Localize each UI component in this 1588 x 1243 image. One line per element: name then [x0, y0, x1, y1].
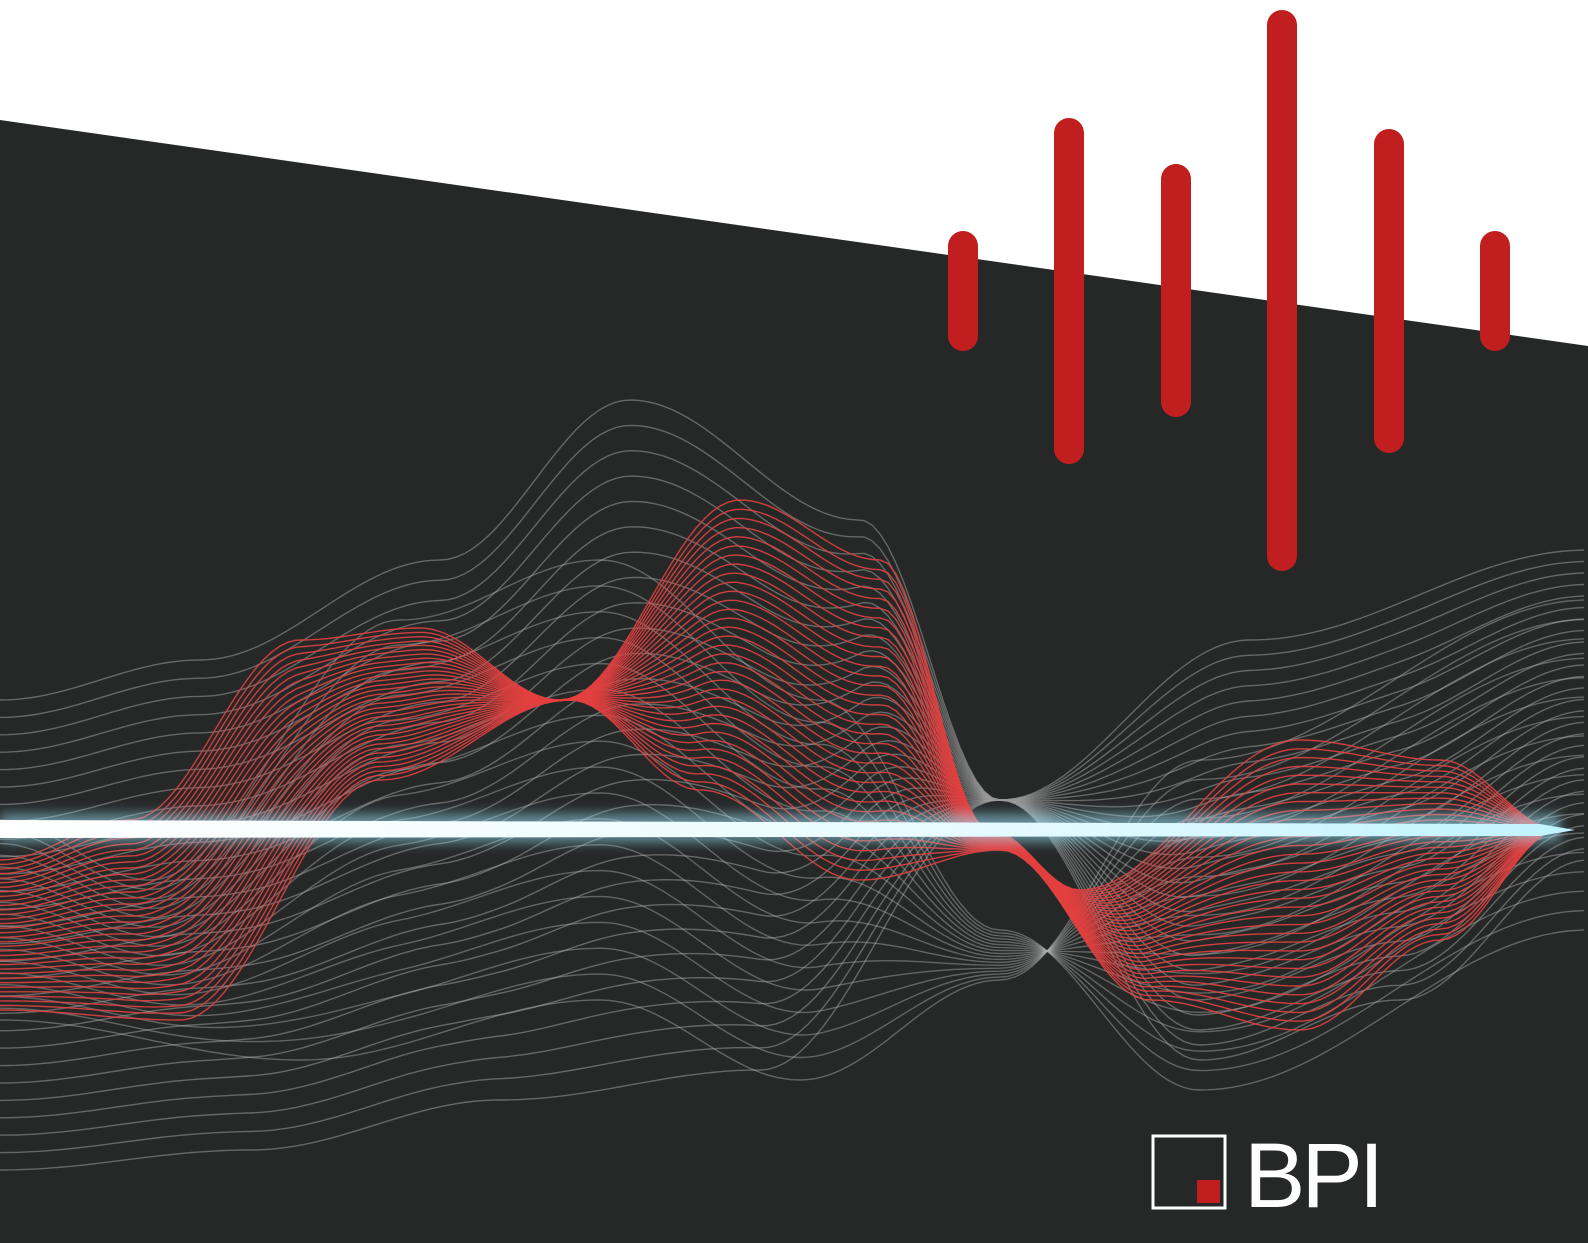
wave-line [0, 618, 1585, 1059]
wave-line [0, 560, 1585, 1154]
wave-line [0, 500, 1585, 1001]
wave-line [0, 699, 1561, 990]
wave-line [0, 627, 1585, 927]
wave-line [0, 583, 1585, 1119]
logo: BPI [1151, 1125, 1384, 1227]
red-bars [948, 10, 1510, 571]
wave-line [0, 696, 1561, 961]
wave-line [0, 599, 1585, 1081]
wave-line [0, 399, 1585, 1061]
logo-box [1151, 1134, 1227, 1210]
logo-square [1197, 1180, 1220, 1203]
wave-line [0, 618, 1585, 1067]
wave-line [0, 635, 1561, 929]
wave-line [0, 687, 1585, 962]
wave-line [0, 606, 1585, 1084]
wave-line [0, 698, 1561, 966]
logo-text: BPI [1244, 1125, 1380, 1227]
wave-line [0, 699, 1561, 996]
wave-line [0, 563, 1561, 904]
wave-line [0, 698, 1561, 979]
light-beam [0, 814, 1575, 842]
wave-line [0, 629, 1585, 1049]
waves [0, 399, 1585, 1171]
wave-line [0, 535, 1561, 898]
wave-line [0, 653, 1561, 938]
wave-line [0, 698, 1561, 970]
wave-line [0, 698, 1561, 975]
wave-line [0, 499, 1561, 891]
wave-line [0, 559, 1585, 1091]
wave-line [0, 688, 1585, 994]
wave-line [0, 549, 1585, 1171]
beam-core [0, 820, 1575, 838]
wave-line [0, 698, 1561, 984]
wave-line [0, 626, 1561, 925]
wave-line [0, 508, 1561, 893]
wave-line [0, 699, 1561, 1005]
wave-line [0, 554, 1561, 902]
wave-line [0, 551, 1585, 972]
wave-line [0, 641, 1585, 1032]
wave-line [0, 608, 1560, 918]
wave-line [0, 572, 1585, 1136]
wave-line [0, 595, 1585, 1102]
wave-line [0, 517, 1561, 894]
wave-line [0, 424, 1585, 1046]
wave-line [0, 644, 1561, 934]
wave-line [0, 638, 1585, 1036]
wave-line [0, 545, 1561, 900]
wave-line [0, 572, 1561, 907]
wave-line [0, 662, 1561, 943]
wave-line [0, 617, 1560, 922]
wave-line [0, 652, 1585, 1014]
wave-line [0, 677, 1585, 1006]
wave-line [0, 526, 1561, 896]
